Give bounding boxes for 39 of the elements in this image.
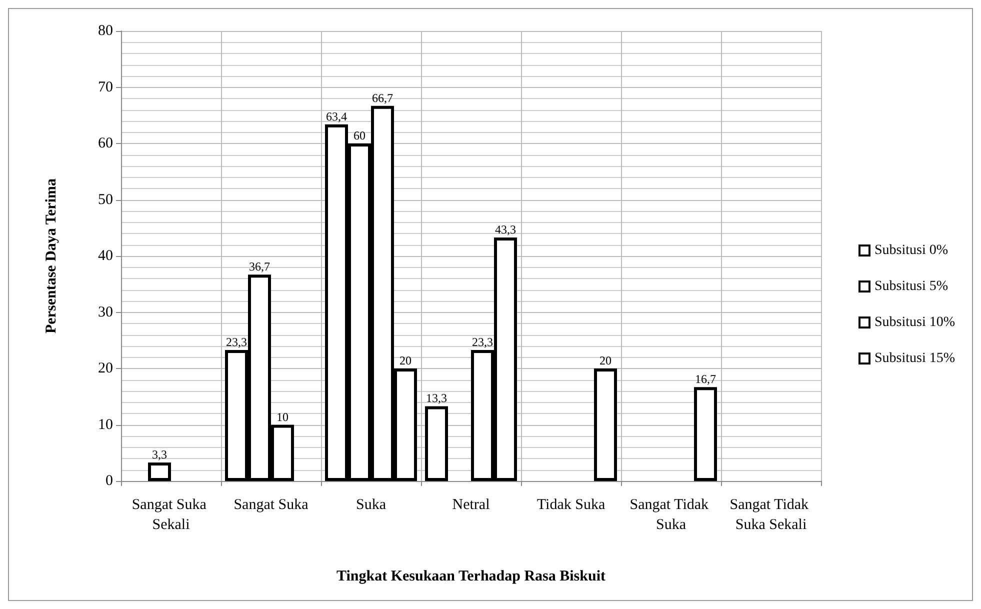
y-tick-label: 30 [98,304,113,320]
y-tick-label: 20 [98,360,113,376]
bar [425,406,448,481]
y-tick-label: 10 [98,416,113,433]
x-axis-title: Tingkat Kesukaan Terhadap Rasa Biskuit [336,568,606,584]
bar [148,462,171,481]
data-label: 23,3 [226,334,247,349]
x-tick-label: Sangat Tidak Suka [630,497,712,533]
data-label: 20 [600,354,612,368]
y-tick-label: 0 [106,473,113,489]
data-label: 60 [354,128,366,142]
bar [594,368,617,481]
data-label: 23,3 [472,334,493,349]
data-label: 16,7 [695,372,716,386]
data-label: 10 [276,410,288,424]
data-label: 13,3 [426,391,447,406]
x-tick-label: Sangat Tidak Suka Sekali [730,497,812,533]
x-tick-label: Sangat Suka Sekali [132,497,210,533]
data-label: 66,7 [372,90,393,105]
y-axis-title: Persentase Daya Terima [44,178,60,334]
x-tick-label: Suka [356,497,386,513]
x-tick-label: Netral [452,497,490,513]
y-tick-label: 40 [98,248,113,264]
legend-label: Subsitusi 5% [874,279,948,294]
y-tick-label: 70 [98,79,113,96]
data-label: 20 [400,354,412,368]
data-label: 36,7 [249,260,270,274]
y-tick-label: 80 [98,23,113,39]
bar [694,387,717,481]
data-label: 63,4 [326,109,347,124]
x-tick-label: Tidak Suka [536,497,606,513]
y-tick-label: 60 [98,136,113,152]
data-label: 3,3 [152,447,167,462]
data-label: 43,3 [495,222,516,236]
x-tick-label: Sangat Suka [234,497,309,513]
legend-label: Subsitusi 10% [874,315,956,330]
legend-label: Subsitusi 15% [874,351,956,366]
legend-label: Subsitusi 0% [874,243,948,258]
y-tick-label: 50 [98,192,113,208]
